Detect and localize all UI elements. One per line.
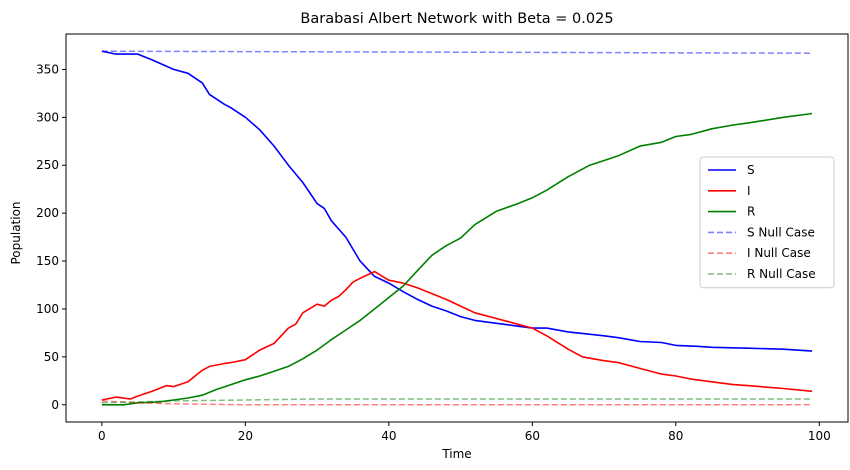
x-tick-label: 100 [808, 429, 831, 443]
y-tick-label: 0 [51, 398, 59, 412]
series-line-s [101, 50, 813, 352]
series-line-i-null-case [101, 400, 813, 406]
x-tick-label: 60 [525, 429, 540, 443]
x-tick-label: 20 [238, 429, 253, 443]
x-tick-label: 80 [668, 429, 683, 443]
legend-label: S Null Case [747, 225, 815, 239]
x-axis-label: Time [441, 447, 471, 461]
legend-label: I [747, 184, 751, 198]
x-axis-ticks: 0 20 40 60 80 100 [98, 422, 831, 443]
legend-label: R [747, 205, 755, 219]
y-tick-label: 350 [36, 62, 59, 76]
y-tick-label: 50 [44, 350, 59, 364]
plot-area [65, 33, 849, 423]
y-tick-label: 300 [36, 110, 59, 124]
chart-title: Barabasi Albert Network with Beta = 0.02… [300, 11, 613, 27]
y-tick-label: 100 [36, 302, 59, 316]
legend-box [699, 156, 835, 289]
y-tick-label: 200 [36, 206, 59, 220]
series-line-i [101, 270, 813, 401]
x-tick-label: 0 [98, 429, 106, 443]
legend-label: I Null Case [747, 246, 811, 260]
y-tick-label: 150 [36, 254, 59, 268]
y-axis-label: Population [9, 201, 23, 264]
legend-label: S [747, 163, 755, 177]
series-line-r-null-case [101, 398, 813, 404]
y-axis-ticks: 0 50 100 150 200 250 300 350 [36, 62, 66, 412]
x-tick-label: 40 [381, 429, 396, 443]
plot-frame [65, 33, 849, 423]
legend: SIR S Null Case I Null Case R Null Case [699, 156, 835, 289]
legend-label: R Null Case [747, 267, 816, 281]
y-tick-label: 250 [36, 158, 59, 172]
series-line-r [101, 112, 813, 406]
series-line-s-null-case [101, 50, 813, 54]
